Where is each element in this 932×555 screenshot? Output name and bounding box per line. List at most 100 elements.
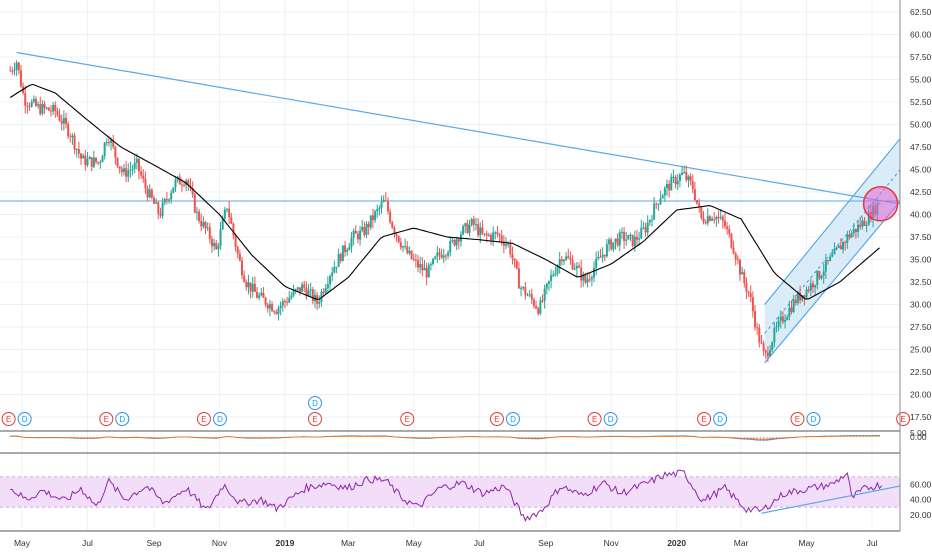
event-marker-label: E — [592, 415, 597, 424]
candle-body — [410, 250, 413, 259]
candle-body — [386, 200, 389, 212]
candle-body — [419, 264, 422, 268]
candle-body — [771, 342, 774, 351]
candle-body — [616, 238, 619, 246]
candle-body — [509, 243, 512, 255]
candle-body — [743, 272, 746, 283]
candle-body — [9, 70, 12, 72]
candle-body — [511, 254, 514, 259]
candle-body — [92, 157, 95, 167]
candle-body — [202, 222, 205, 227]
candle-body — [713, 218, 716, 220]
candle-body — [60, 120, 63, 124]
candle-body — [337, 253, 340, 267]
macd-pane — [9, 434, 881, 442]
candle-body — [515, 260, 518, 269]
candle-body — [17, 62, 20, 71]
candle-body — [129, 169, 132, 171]
candle-body — [356, 233, 359, 240]
candle-body — [678, 174, 681, 182]
candle-body — [653, 203, 656, 220]
candle-body — [361, 227, 364, 231]
candle-body — [586, 279, 589, 283]
candle-body — [417, 260, 420, 268]
event-marker-label: D — [717, 415, 723, 424]
candle-body — [766, 352, 769, 357]
macd-tick-label: 0.00 — [910, 432, 927, 442]
candle-body — [195, 211, 198, 213]
candle-body — [805, 289, 808, 298]
candle-body — [590, 277, 593, 280]
candle-body — [500, 235, 503, 242]
candle-body — [142, 175, 145, 179]
candle-body — [470, 219, 473, 225]
candle-body — [421, 264, 424, 271]
candle-body — [99, 162, 102, 164]
candle-body — [618, 232, 621, 246]
candle-body — [172, 187, 175, 193]
candle-body — [425, 267, 428, 278]
candle-body — [393, 227, 396, 235]
event-marker-label: D — [510, 415, 516, 424]
candle-body — [831, 254, 834, 257]
candle-body — [603, 254, 606, 257]
candle-body — [258, 295, 261, 298]
candle-body — [507, 243, 510, 245]
candle-body — [474, 224, 477, 226]
candle-body — [796, 292, 799, 304]
grid — [0, 0, 900, 530]
candle-body — [657, 203, 660, 205]
candle-body — [34, 98, 37, 106]
candle-body — [457, 239, 460, 242]
candle-body — [110, 140, 113, 143]
candle-body — [232, 223, 235, 236]
candle-body — [114, 146, 117, 158]
y-tick-label: 30.00 — [910, 300, 932, 310]
candle-body — [354, 230, 357, 234]
dividend-marker — [307, 396, 322, 410]
y-tick-label: 57.50 — [910, 52, 932, 62]
candle-body — [294, 289, 297, 291]
candle-body — [786, 316, 789, 320]
candle-body — [837, 245, 840, 248]
candle-body — [247, 282, 250, 288]
candle-body — [80, 153, 83, 159]
candle-body — [479, 227, 482, 236]
candle-body — [711, 218, 714, 221]
candle-body — [537, 308, 540, 314]
candle-body — [573, 268, 576, 270]
candle-body — [638, 238, 641, 240]
candle-body — [225, 208, 228, 210]
candle-body — [438, 252, 441, 255]
candle-body — [43, 104, 46, 108]
candle-body — [125, 168, 128, 177]
event-marker-label: E — [405, 415, 410, 424]
candle-body — [331, 272, 334, 277]
candle-body — [741, 272, 744, 275]
candle-body — [133, 162, 136, 169]
descending-trendline — [16, 51, 900, 205]
candle-body — [852, 228, 855, 234]
candle-body — [290, 295, 293, 298]
candle-body — [281, 301, 284, 306]
candle-body — [348, 247, 351, 250]
candle-body — [365, 223, 368, 235]
x-tick-label: Mar — [341, 538, 356, 548]
candle-body — [580, 267, 583, 281]
candle-body — [288, 297, 291, 303]
candle-body — [131, 168, 134, 170]
candle-body — [702, 217, 705, 223]
candle-body — [648, 220, 651, 223]
candle-body — [513, 258, 516, 261]
candle-body — [822, 271, 825, 277]
candle-body — [483, 233, 486, 235]
candle-body — [49, 110, 52, 112]
candle-body — [432, 258, 435, 264]
candle-body — [809, 283, 812, 291]
candle-body — [565, 256, 568, 260]
candle-body — [721, 216, 724, 221]
candle-body — [863, 220, 866, 226]
candle-body — [861, 220, 864, 227]
candle-body — [788, 307, 791, 317]
candle-body — [693, 189, 696, 200]
